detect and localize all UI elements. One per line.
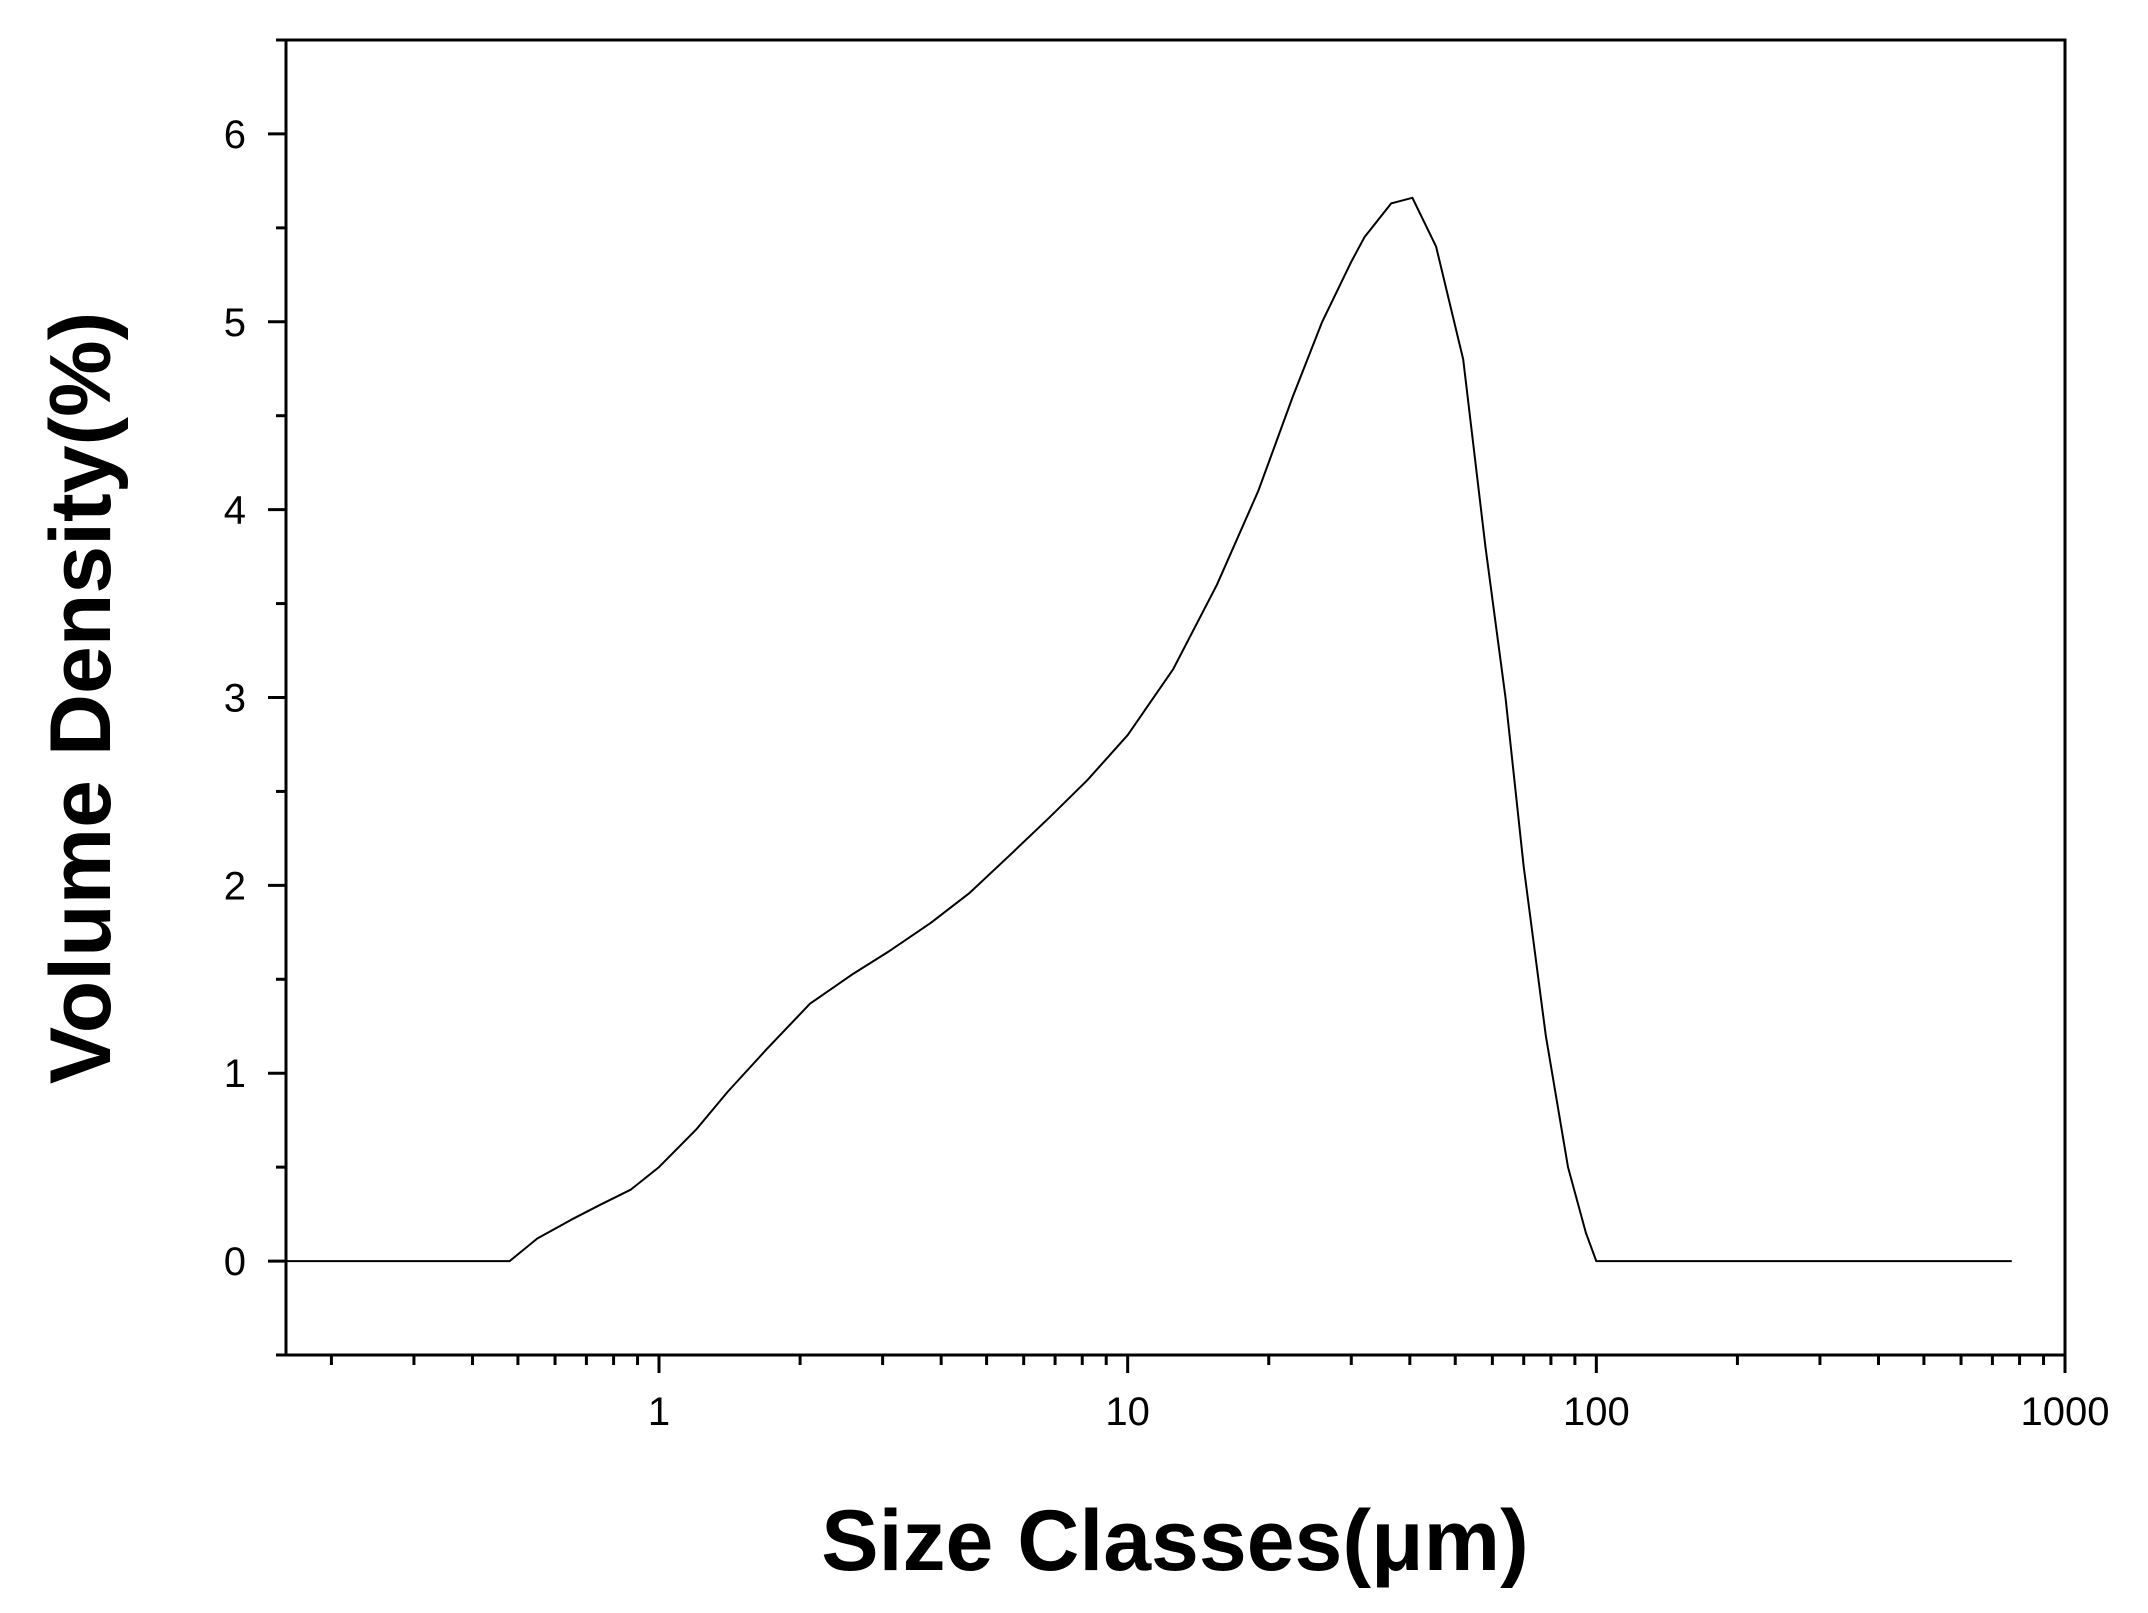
y-tick-label: 3	[224, 677, 246, 721]
y-tick-label: 5	[224, 301, 246, 345]
x-axis-tick-labels: 1 10 100 1000	[648, 1390, 2110, 1434]
x-tick-label: 1000	[2021, 1390, 2110, 1434]
y-tick-label: 6	[224, 113, 246, 157]
y-axis-ticks	[268, 38, 286, 1357]
y-axis-title: Volume Density(%)	[33, 312, 129, 1085]
x-axis-ticks	[329, 1355, 2067, 1373]
plot-frame	[284, 38, 2067, 1357]
x-tick-label: 100	[1563, 1390, 1630, 1434]
y-axis-tick-labels: 0 1 2 3 4 5 6	[224, 113, 246, 1284]
x-tick-label: 1	[648, 1390, 670, 1434]
y-tick-label: 1	[224, 1052, 246, 1096]
x-tick-label: 10	[1105, 1390, 1150, 1434]
x-axis-title: Size Classes(μm)	[821, 1493, 1528, 1589]
series-line	[286, 196, 2012, 1263]
y-tick-label: 0	[224, 1240, 246, 1284]
y-tick-label: 2	[224, 864, 246, 908]
y-tick-label: 4	[224, 489, 246, 533]
